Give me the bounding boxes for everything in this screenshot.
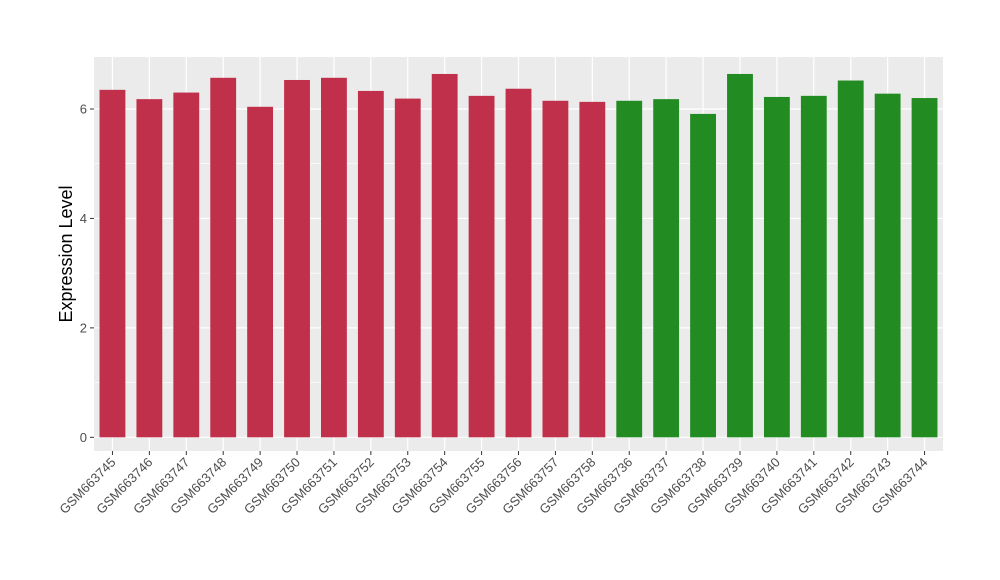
y-axis: 0 2 4 6 (80, 101, 94, 445)
bar-GSM663737 (653, 99, 680, 438)
bar-GSM663751 (321, 77, 347, 438)
bar-GSM663756 (505, 88, 532, 438)
bar-GSM663752 (357, 90, 384, 438)
y-axis-title: Expression Level (56, 185, 76, 322)
bar-GSM663757 (542, 100, 569, 438)
bar-GSM663754 (431, 73, 458, 438)
bar-GSM663749 (247, 106, 274, 438)
x-axis: GSM663745GSM663746GSM663747GSM663748GSM6… (56, 451, 931, 517)
bar-GSM663753 (394, 98, 421, 438)
bar-GSM663750 (284, 79, 310, 438)
y-tick-label: 4 (80, 211, 87, 226)
bar-GSM663745 (99, 89, 126, 438)
bar-GSM663738 (690, 113, 716, 438)
bar-GSM663746 (136, 99, 163, 438)
y-tick-label: 6 (80, 101, 87, 116)
bar-GSM663743 (874, 93, 901, 438)
y-tick-label: 2 (80, 320, 87, 335)
bar-GSM663741 (800, 95, 827, 438)
bar-GSM663747 (173, 92, 200, 438)
bar-GSM663755 (468, 95, 495, 438)
bar-GSM663740 (763, 96, 790, 438)
bar-GSM663744 (911, 98, 938, 438)
bar-GSM663739 (727, 73, 753, 438)
bars (99, 73, 938, 438)
bar-GSM663748 (210, 77, 237, 438)
bar-GSM663736 (616, 100, 643, 438)
bar-GSM663742 (837, 80, 864, 438)
y-tick-label: 0 (80, 430, 87, 445)
bar-GSM663758 (579, 101, 606, 438)
